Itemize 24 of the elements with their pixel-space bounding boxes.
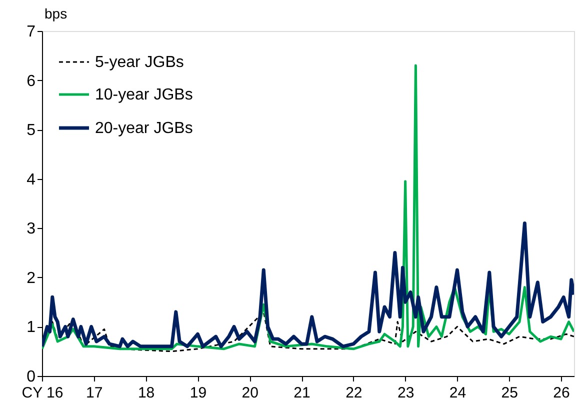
x-tick-label: 26 [553,384,570,402]
x-tick-label: 23 [397,384,414,402]
line-series [42,221,574,348]
y-tick-label: 0 [26,368,36,386]
x-tick-label: 22 [346,384,362,402]
x-tick-label: CY 16 [22,384,64,402]
x-tick-label: 19 [190,384,207,402]
x-tick-label: 25 [501,384,518,402]
x-tick-label: 24 [449,384,466,402]
legend-label: 10-year JGBs [95,86,193,104]
y-tick-label: 4 [26,171,36,188]
y-tick-label: 2 [26,270,36,287]
legend-label: 20-year JGBs [95,120,193,137]
y-tick-label: 5 [26,122,36,140]
y-tick-label: 6 [26,72,36,90]
x-tick-label: 21 [294,384,310,402]
y-tick-label: 1 [26,319,36,336]
legend-label: 5-year JGBs [95,54,184,71]
y-tick-label: 7 [26,24,36,40]
x-tick-label: 18 [138,384,155,402]
y-axis-title: bps [44,6,68,22]
x-tick-label: 17 [86,384,103,402]
x-tick-label: 20 [242,384,258,402]
y-tick-label: 3 [26,220,36,238]
